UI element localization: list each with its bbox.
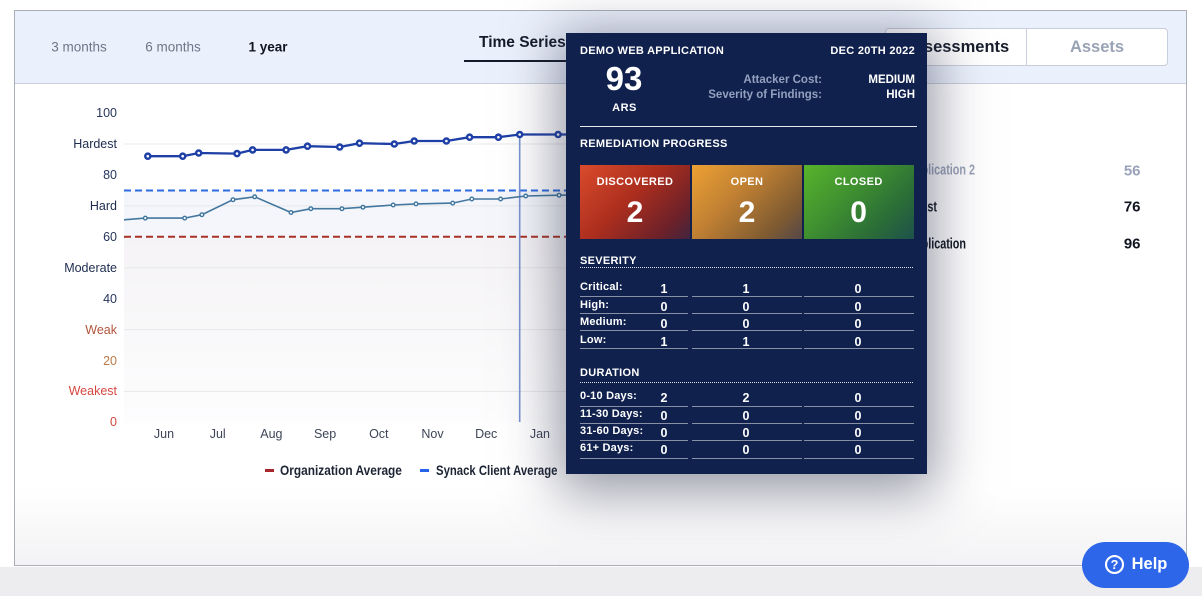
svg-text:?: ?: [1110, 558, 1118, 572]
